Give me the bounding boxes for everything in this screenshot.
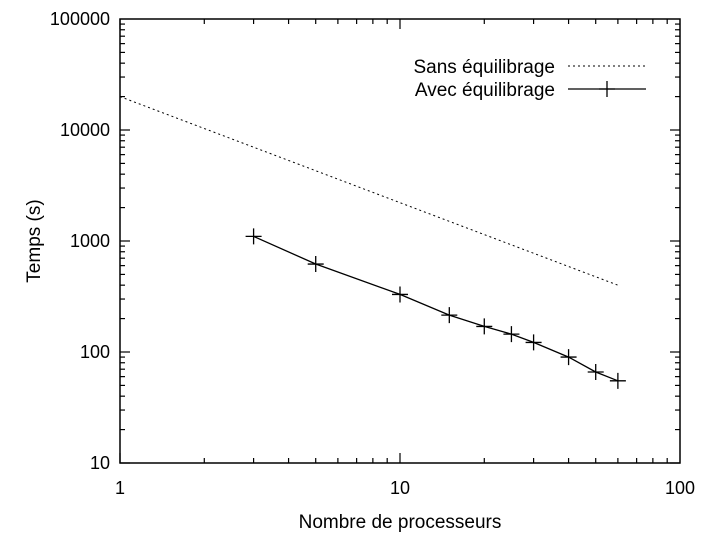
data-point-marker: [609, 372, 626, 389]
y-axis-title: Temps (s): [24, 199, 45, 282]
data-point-marker: [525, 334, 542, 351]
data-point-marker: [307, 256, 324, 273]
y-tick-label: 10: [90, 453, 110, 473]
y-tick-labels: 10 100 1000 10000 100000: [50, 9, 110, 473]
data-point-marker: [503, 326, 520, 343]
data-point-marker: [392, 286, 408, 303]
series-layer: [119, 96, 626, 389]
axis-ticks: [119, 19, 680, 464]
legend-label-avec: Avec équilibrage: [415, 80, 555, 101]
x-tick-label: 1: [115, 478, 125, 498]
legend-label-sans: Sans équilibrage: [413, 57, 555, 78]
x-axis-title: Nombre de processeurs: [299, 512, 502, 533]
legend: Sans équilibrage Avec équilibrage: [413, 57, 646, 101]
legend-marker-plus: [599, 81, 615, 97]
x-tick-label: 10: [390, 478, 410, 498]
y-tick-label: 1000: [70, 231, 110, 251]
data-point-marker: [587, 364, 604, 381]
data-point-marker: [441, 307, 458, 324]
data-point-marker: [560, 349, 577, 366]
x-tick-labels: 1 10 100: [115, 478, 695, 498]
x-tick-label: 100: [665, 478, 695, 498]
data-point-marker: [245, 228, 262, 245]
y-tick-label: 100000: [50, 9, 110, 29]
series-line-1: [253, 235, 619, 382]
y-tick-label: 10000: [60, 120, 110, 140]
series-line-0: [119, 96, 619, 286]
data-point-marker: [476, 318, 493, 335]
plot-frame: [119, 18, 681, 464]
legend-marker-glyph: [599, 81, 615, 97]
y-tick-label: 100: [80, 342, 110, 362]
